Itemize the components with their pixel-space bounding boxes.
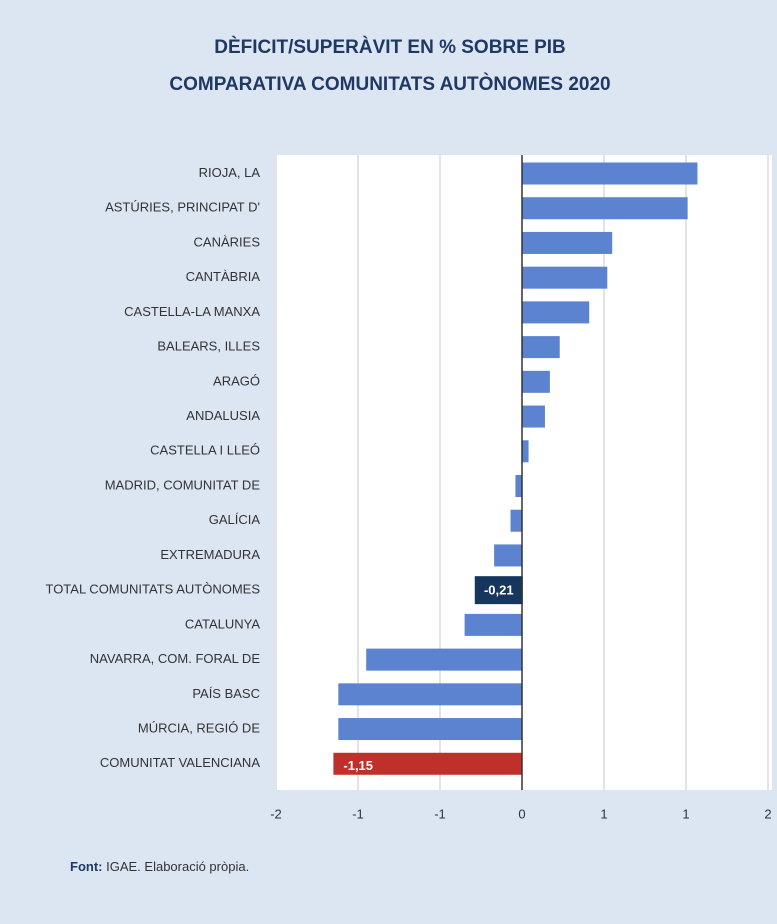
bar	[522, 370, 550, 393]
x-tick-label: -2	[270, 806, 282, 821]
y-tick-label: TOTAL COMUNITATS AUTÒNOMES	[45, 582, 260, 597]
bar	[366, 648, 522, 671]
y-tick-label: MADRID, COMUNITAT DE	[105, 477, 261, 492]
y-tick-label: RIOJA, LA	[199, 165, 261, 180]
y-tick-label: NAVARRA, COM. FORAL DE	[90, 651, 261, 666]
value-label-box	[474, 576, 523, 605]
y-tick-label: ARAGÓ	[213, 373, 260, 388]
bar	[510, 509, 522, 532]
bar	[522, 162, 698, 185]
y-tick-label: ASTÚRIES, PRINCIPAT D'	[105, 200, 260, 215]
x-tick-label: 2	[764, 806, 771, 821]
x-tick-label: 1	[600, 806, 607, 821]
bar	[522, 405, 545, 428]
bar	[464, 613, 522, 636]
bar	[333, 752, 522, 775]
y-tick-label: CANTÀBRIA	[186, 269, 261, 284]
x-tick-label: -1	[352, 806, 364, 821]
source-label: Font:	[70, 859, 102, 874]
bar	[522, 231, 613, 254]
y-tick-label: CASTELLA-LA MANXA	[124, 304, 260, 319]
x-tick-label: 1	[682, 806, 689, 821]
bar	[522, 301, 590, 324]
y-tick-label: EXTREMADURA	[160, 547, 260, 562]
bar	[522, 266, 608, 289]
y-tick-label: COMUNITAT VALENCIANA	[100, 755, 260, 770]
x-tick-label: 0	[518, 806, 525, 821]
chart-subtitle: COMPARATIVA COMUNITATS AUTÒNOMES 2020	[169, 73, 610, 95]
value-label: -1,15	[343, 758, 373, 773]
y-tick-label: CASTELLA I LLEÓ	[150, 443, 260, 458]
bar	[338, 718, 522, 741]
value-label: -0,21	[484, 583, 514, 598]
chart-title: DÈFICIT/SUPERÀVIT EN % SOBRE PIB	[214, 36, 566, 58]
bar	[515, 475, 522, 497]
y-tick-label: PAÍS BASC	[192, 686, 260, 701]
y-tick-label: CATALUNYA	[185, 616, 260, 631]
bar	[494, 544, 522, 567]
y-tick-label: GALÍCIA	[209, 512, 261, 527]
source: IGAE. Elaboració pròpia.	[106, 859, 249, 874]
x-tick-label: -1	[434, 806, 446, 821]
source-note: Font: IGAE. Elaboració pròpia.	[70, 859, 249, 874]
y-tick-label: CANÀRIES	[194, 234, 261, 249]
bar	[522, 440, 529, 463]
y-tick-label: ANDALUSIA	[186, 408, 260, 423]
y-tick-label: BALEARS, ILLES	[157, 339, 260, 354]
bar	[522, 336, 560, 359]
y-tick-label: MÚRCIA, REGIÓ DE	[138, 720, 260, 735]
bar	[338, 683, 522, 706]
bar	[522, 197, 688, 220]
